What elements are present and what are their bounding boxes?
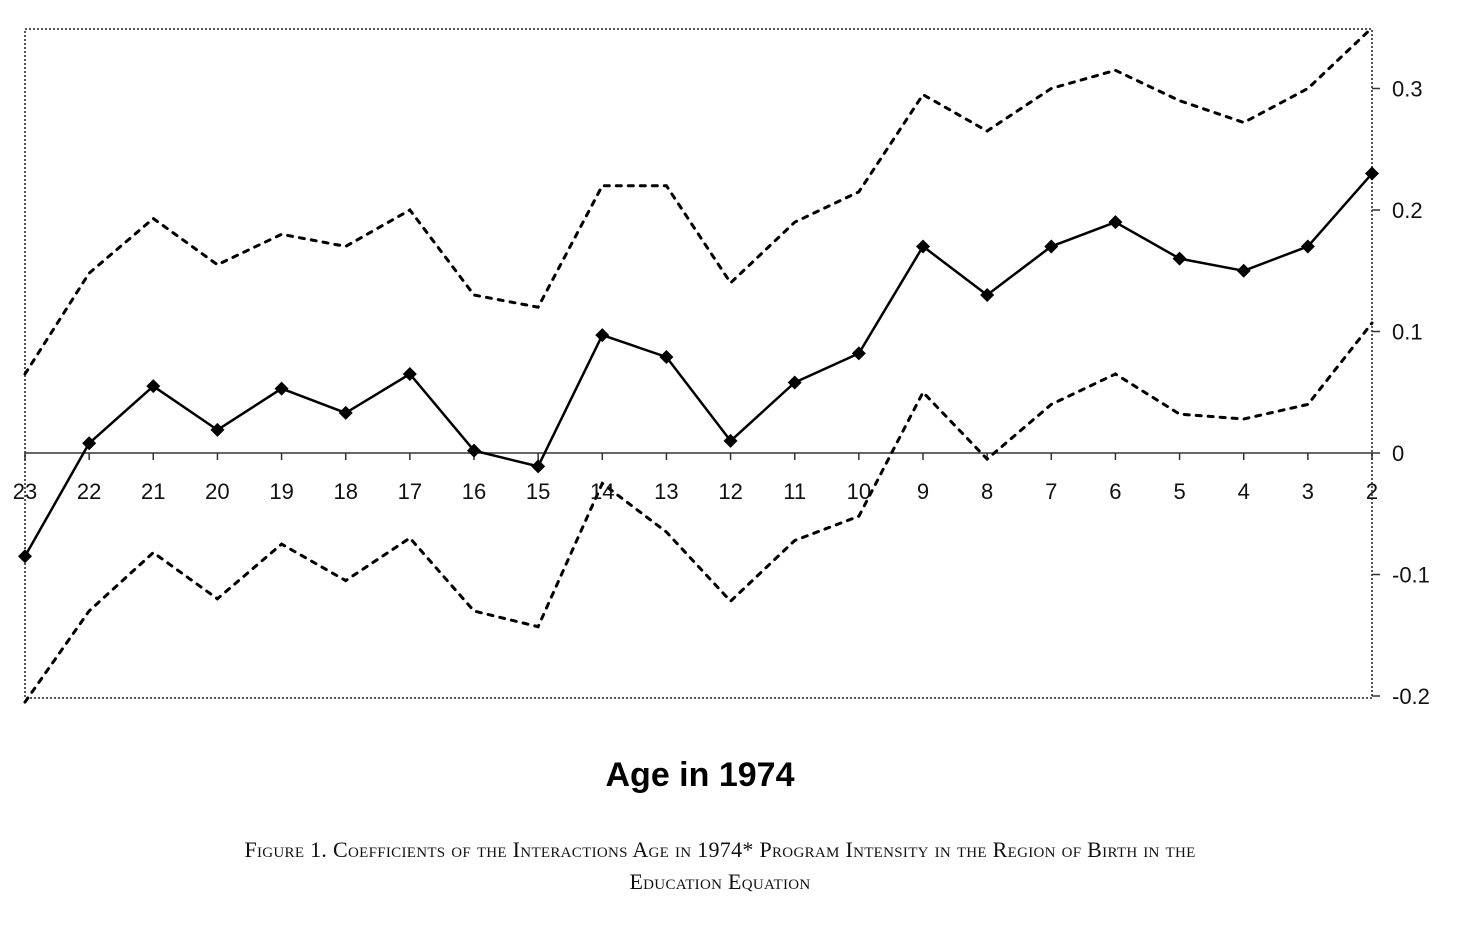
coefficient-marker [1108,215,1123,230]
x-axis-title: Age in 1974 [605,756,795,794]
x-tick-label: 20 [205,479,229,504]
y-tick-label: 0.3 [1392,77,1423,102]
x-tick-label: 5 [1173,479,1185,504]
x-tick-label: 19 [269,479,293,504]
y-tick-label: -0.1 [1392,563,1430,588]
series-layer [23,26,1374,704]
coefficient-marker [1300,239,1315,254]
x-tick-label: 18 [333,479,357,504]
x-tick-label: 12 [718,479,742,504]
upper-bound-line [23,26,1374,376]
plot-frame [24,28,1373,699]
x-tick-label: 2 [1366,479,1378,504]
axes-layer [24,87,1380,697]
x-tick-label: 7 [1045,479,1057,504]
caption-line-2: Education Equation [629,869,811,894]
x-tick-label: 6 [1109,479,1121,504]
x-tick-label: 13 [654,479,678,504]
x-tick-label: 8 [981,479,993,504]
coefficient-marker [1236,263,1251,278]
coefficient-marker [18,549,32,564]
x-tick-label: 15 [526,479,550,504]
x-tick-label: 16 [462,479,486,504]
coefficient-marker [980,288,995,303]
x-tick-label: 17 [398,479,422,504]
x-tick-label: 4 [1238,479,1250,504]
coefficient-marker [274,381,289,396]
caption-line-1: Figure 1. Coefficients of the Interactio… [244,837,1196,862]
coefficient-marker [851,346,866,361]
coefficient-marker [467,443,481,458]
x-tick-label: 10 [847,479,871,504]
x-tick-label: 14 [590,479,614,504]
coefficient-marker [1365,166,1379,181]
y-tick-label: -0.2 [1392,684,1430,709]
tick-labels-layer: -0.2-0.100.10.20.323 22 21 20 19 18 17 16 15 14 13… [13,77,1430,710]
x-tick-label: 9 [917,479,929,504]
x-tick-label: 22 [77,479,101,504]
y-tick-label: 0 [1392,441,1404,466]
coefficient-marker [723,433,738,448]
y-tick-label: 0.2 [1392,198,1423,223]
x-tick-label: 23 [13,479,37,504]
markers-layer [18,166,1379,564]
coefficient-marker [1172,251,1187,266]
coefficient-line [23,172,1373,557]
x-tick-label: 21 [141,479,165,504]
y-tick-label: 0.1 [1392,320,1423,345]
coefficient-marker [146,379,161,394]
coefficient-marker [1044,239,1059,254]
coefficient-marker [595,328,610,343]
lower-bound-line [23,321,1374,704]
coefficient-marker [82,436,97,451]
coefficient-marker [402,367,417,382]
figure-caption: Figure 1. Coefficients of the Interactio… [40,834,1400,898]
coefficient-marker [787,375,802,390]
coefficient-marker [210,422,225,437]
coefficient-marker [916,239,930,254]
coefficient-marker [531,459,546,474]
x-tick-label: 3 [1302,479,1314,504]
x-tick-label: 11 [783,479,806,504]
coefficient-marker [338,405,353,420]
coefficient-marker [659,350,674,365]
